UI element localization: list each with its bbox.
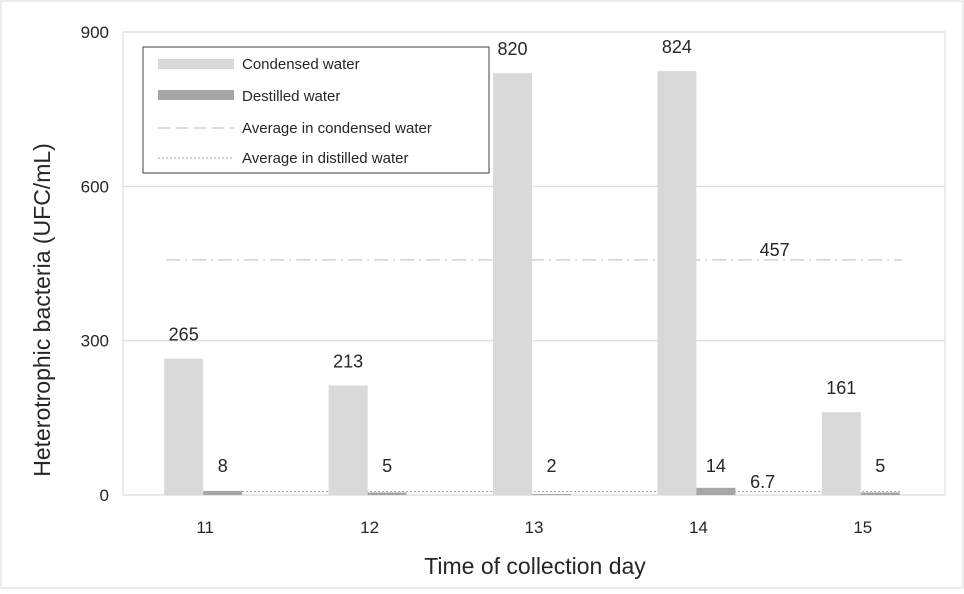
y-axis-title: Heterotrophic bacteria (UFC/mL) [29, 143, 55, 477]
legend-label-destilled: Destilled water [242, 88, 340, 105]
x-tick-label: 11 [196, 518, 214, 537]
x-axis-title: Time of collection day [424, 553, 646, 579]
x-axis-ticks: 11 12 13 14 15 [196, 518, 872, 537]
data-label-condensed: 213 [333, 351, 363, 371]
data-labels: 265 213 820 824 161 8 5 2 14 5 457 6.7 [169, 37, 886, 492]
data-label-condensed: 265 [169, 325, 199, 345]
x-tick-label: 12 [360, 518, 379, 537]
legend-swatch-destilled [158, 90, 234, 100]
bar-condensed-12 [328, 385, 368, 495]
legend: Condensed water Destilled water Average … [142, 46, 490, 174]
legend-label-avg-condensed: Average in condensed water [242, 120, 432, 137]
bar-destilled-14 [696, 487, 736, 495]
bar-destilled-12 [367, 492, 407, 495]
x-tick-label: 14 [689, 518, 708, 537]
data-label-condensed: 824 [662, 37, 692, 57]
y-tick-label: 900 [81, 23, 109, 42]
data-label-condensed: 161 [826, 378, 856, 398]
y-axis-ticks: 0 300 600 900 [81, 23, 109, 505]
bar-destilled-11 [203, 490, 243, 495]
bar-condensed-11 [164, 358, 204, 495]
bar-condensed-14 [657, 71, 697, 495]
avg-distilled-label: 6.7 [750, 472, 775, 492]
x-tick-label: 13 [525, 518, 544, 537]
data-label-destilled: 5 [382, 456, 392, 476]
legend-swatch-condensed [158, 59, 234, 69]
y-tick-label: 300 [81, 332, 109, 351]
data-label-destilled: 14 [706, 456, 726, 476]
bars [164, 71, 900, 496]
bar-condensed-13 [493, 73, 532, 496]
reference-lines [166, 259, 902, 493]
legend-label-condensed: Condensed water [242, 56, 360, 73]
x-tick-label: 15 [853, 518, 872, 537]
data-label-destilled: 2 [546, 456, 556, 476]
y-tick-label: 600 [81, 177, 109, 196]
data-label-destilled: 8 [218, 456, 228, 476]
data-label-destilled: 5 [875, 456, 885, 476]
bar-destilled-13 [532, 493, 571, 495]
bar-condensed-15 [821, 412, 861, 495]
bar-destilled-15 [860, 492, 900, 495]
y-tick-label: 0 [100, 486, 109, 505]
legend-label-avg-distilled: Average in distilled water [242, 150, 408, 167]
data-label-condensed: 820 [497, 39, 527, 59]
avg-condensed-label: 457 [760, 240, 790, 260]
